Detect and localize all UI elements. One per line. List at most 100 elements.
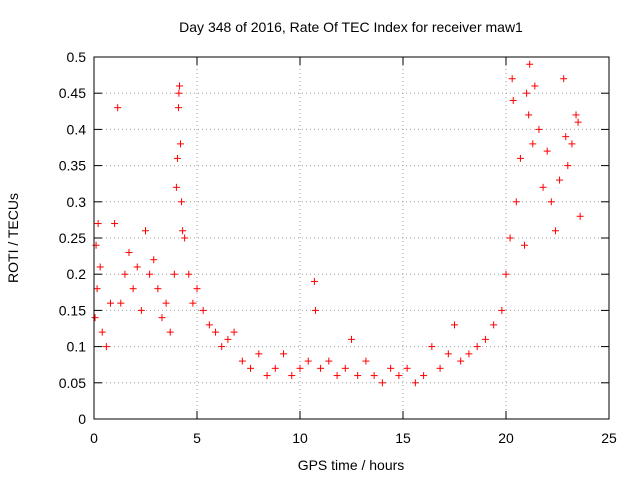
data-point bbox=[175, 82, 183, 90]
data-point bbox=[193, 285, 201, 293]
data-point bbox=[106, 299, 114, 307]
data-point bbox=[420, 372, 428, 380]
data-point bbox=[508, 75, 516, 83]
data-point bbox=[387, 364, 395, 372]
data-point bbox=[218, 343, 226, 351]
data-point bbox=[529, 140, 537, 148]
data-points-layer bbox=[91, 60, 584, 387]
data-point bbox=[526, 60, 534, 68]
x-tick-label: 20 bbox=[498, 430, 514, 446]
data-point bbox=[516, 154, 524, 162]
data-point bbox=[199, 306, 207, 314]
y-tick-label: 0.15 bbox=[59, 302, 86, 318]
data-point bbox=[525, 111, 533, 119]
data-point bbox=[502, 270, 510, 278]
y-axis-label: ROTI / TECUs bbox=[5, 193, 21, 283]
y-tick-label: 0.5 bbox=[67, 49, 87, 65]
x-axis-label: GPS time / hours bbox=[298, 457, 405, 473]
data-point bbox=[473, 343, 481, 351]
data-point bbox=[451, 321, 458, 329]
data-point bbox=[173, 154, 181, 162]
data-point bbox=[457, 357, 465, 365]
grid-layer bbox=[94, 57, 609, 419]
data-point bbox=[362, 357, 370, 365]
data-point bbox=[166, 328, 174, 336]
data-point bbox=[96, 263, 104, 271]
data-point bbox=[539, 183, 547, 191]
data-point bbox=[572, 111, 580, 119]
data-point bbox=[98, 328, 106, 336]
data-point bbox=[310, 277, 318, 285]
data-point bbox=[576, 212, 584, 220]
data-point bbox=[288, 372, 296, 380]
data-point bbox=[562, 133, 570, 141]
data-point bbox=[395, 372, 403, 380]
data-point bbox=[481, 335, 489, 343]
data-point bbox=[296, 364, 304, 372]
data-point bbox=[560, 75, 568, 83]
data-point bbox=[271, 364, 279, 372]
y-tick-label: 0.2 bbox=[67, 266, 87, 282]
data-point bbox=[177, 140, 185, 148]
y-tick-label: 0.25 bbox=[59, 230, 86, 246]
data-point bbox=[185, 270, 193, 278]
data-point bbox=[490, 321, 498, 329]
data-point bbox=[263, 372, 271, 380]
data-point bbox=[311, 306, 319, 314]
data-point bbox=[255, 350, 263, 358]
data-point bbox=[238, 357, 246, 365]
data-point bbox=[178, 198, 186, 206]
data-point bbox=[212, 328, 220, 336]
data-point bbox=[564, 162, 572, 170]
data-point bbox=[93, 285, 101, 293]
data-point bbox=[436, 364, 444, 372]
data-point bbox=[348, 335, 355, 343]
data-point bbox=[150, 256, 158, 264]
data-point bbox=[280, 350, 288, 358]
data-point bbox=[354, 372, 362, 380]
y-tick-label: 0.3 bbox=[67, 194, 87, 210]
data-point bbox=[114, 104, 122, 112]
data-point bbox=[102, 343, 110, 351]
data-point bbox=[317, 364, 325, 372]
data-point bbox=[543, 147, 551, 155]
y-tick-label: 0.45 bbox=[59, 85, 86, 101]
data-point bbox=[189, 299, 197, 307]
data-point bbox=[174, 104, 182, 112]
x-tick-label: 0 bbox=[90, 430, 98, 446]
data-point bbox=[179, 227, 187, 235]
data-point bbox=[444, 350, 452, 358]
data-point bbox=[556, 176, 564, 184]
x-tick-label: 25 bbox=[601, 430, 617, 446]
data-point bbox=[170, 270, 178, 278]
data-point bbox=[146, 270, 154, 278]
data-point bbox=[158, 314, 166, 322]
data-point bbox=[535, 125, 543, 133]
data-point bbox=[91, 314, 99, 322]
data-point bbox=[509, 96, 517, 104]
data-point bbox=[551, 227, 559, 235]
y-tick-label: 0 bbox=[78, 411, 86, 427]
data-point bbox=[378, 379, 386, 387]
data-point bbox=[341, 364, 349, 372]
data-point bbox=[224, 335, 232, 343]
data-point bbox=[175, 89, 183, 97]
y-tick-label: 0.35 bbox=[59, 158, 86, 174]
y-tick-label: 0.05 bbox=[59, 375, 86, 391]
data-point bbox=[506, 234, 514, 242]
data-point bbox=[111, 220, 119, 228]
data-point bbox=[428, 343, 436, 351]
data-point bbox=[172, 183, 180, 191]
data-point bbox=[574, 118, 582, 126]
data-point bbox=[512, 198, 520, 206]
data-point bbox=[247, 364, 255, 372]
data-point bbox=[304, 357, 312, 365]
data-point bbox=[181, 234, 189, 242]
data-point bbox=[370, 372, 378, 380]
data-point bbox=[121, 270, 129, 278]
x-tick-label: 15 bbox=[395, 430, 411, 446]
axis-ticks-layer: 0 0.05 0.1 0.15 0.2 0.25 0.3 0.35 0.4 0.45 0.5 0 5 10… bbox=[59, 49, 617, 446]
data-point bbox=[403, 364, 411, 372]
